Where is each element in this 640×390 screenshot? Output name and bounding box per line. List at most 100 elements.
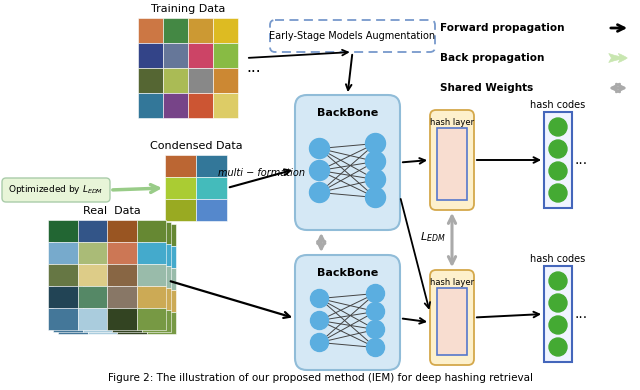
Bar (163, 68, 188, 93)
FancyBboxPatch shape (295, 95, 400, 230)
Bar (58, 224, 88, 246)
Bar (117, 290, 147, 312)
Circle shape (310, 333, 328, 351)
Bar (88, 268, 117, 290)
Bar (83, 288, 112, 310)
Bar (188, 18, 213, 43)
Text: Back propagation: Back propagation (440, 53, 545, 63)
Bar (136, 286, 166, 308)
Circle shape (365, 151, 385, 172)
Circle shape (310, 289, 328, 307)
Circle shape (549, 184, 567, 202)
Bar (213, 18, 238, 43)
Bar (77, 264, 107, 286)
Text: BackBone: BackBone (317, 268, 378, 278)
Bar (53, 288, 83, 310)
Bar (163, 43, 188, 68)
Circle shape (549, 162, 567, 180)
Bar (196, 199, 227, 221)
Bar (163, 18, 188, 43)
Bar (117, 246, 147, 268)
Text: hash layer: hash layer (430, 118, 474, 127)
Bar (213, 43, 238, 68)
Bar (147, 268, 176, 290)
Bar (48, 264, 77, 286)
Text: Early-Stage Models Augmentation: Early-Stage Models Augmentation (269, 31, 436, 41)
Bar (141, 266, 171, 288)
Bar (58, 268, 88, 290)
FancyBboxPatch shape (2, 178, 110, 202)
Text: Condensed Data: Condensed Data (150, 141, 243, 151)
Text: multi − formation: multi − formation (218, 168, 305, 178)
Circle shape (310, 161, 330, 181)
Bar (437, 128, 467, 200)
Circle shape (365, 188, 385, 207)
Bar (117, 268, 147, 290)
Circle shape (549, 338, 567, 356)
Bar (147, 290, 176, 312)
Bar (58, 312, 88, 334)
Bar (77, 220, 107, 242)
Circle shape (367, 284, 385, 303)
Bar (117, 312, 147, 334)
Bar (107, 264, 136, 286)
Text: ...: ... (246, 60, 260, 76)
Bar (53, 266, 83, 288)
Bar (213, 68, 238, 93)
Bar (83, 310, 112, 332)
Bar (112, 310, 141, 332)
Bar (165, 177, 196, 199)
Bar (163, 93, 188, 118)
Bar (188, 43, 213, 68)
Bar (117, 224, 147, 246)
Circle shape (365, 170, 385, 190)
Bar (136, 264, 166, 286)
Bar (88, 312, 117, 334)
Bar (437, 288, 467, 355)
Circle shape (549, 294, 567, 312)
Text: Shared Weights: Shared Weights (440, 83, 533, 93)
Bar (83, 222, 112, 244)
Circle shape (365, 133, 385, 154)
Bar (48, 242, 77, 264)
Bar (48, 286, 77, 308)
Circle shape (310, 138, 330, 158)
Text: Optimizeded by $L_{EDM}$: Optimizeded by $L_{EDM}$ (8, 184, 104, 197)
Bar (83, 266, 112, 288)
Bar (112, 266, 141, 288)
Bar (83, 244, 112, 266)
Circle shape (367, 321, 385, 339)
Bar (136, 242, 166, 264)
Circle shape (549, 316, 567, 334)
Bar (188, 68, 213, 93)
Bar (136, 308, 166, 330)
Bar (53, 244, 83, 266)
Circle shape (310, 183, 330, 202)
Bar (48, 308, 77, 330)
Bar (147, 224, 176, 246)
Bar (544, 112, 572, 208)
Text: hash codes: hash codes (531, 254, 586, 264)
Bar (107, 308, 136, 330)
Bar (544, 266, 572, 362)
Bar (147, 246, 176, 268)
Circle shape (549, 118, 567, 136)
Circle shape (549, 272, 567, 290)
Bar (77, 308, 107, 330)
Bar (48, 220, 77, 242)
Bar (58, 246, 88, 268)
Bar (138, 18, 163, 43)
Text: ...: ... (574, 153, 587, 167)
FancyBboxPatch shape (430, 270, 474, 365)
Circle shape (367, 303, 385, 321)
Bar (107, 286, 136, 308)
Bar (138, 93, 163, 118)
Circle shape (549, 140, 567, 158)
Text: hash codes: hash codes (531, 100, 586, 110)
Text: Figure 2: The illustration of our proposed method (IEM) for deep hashing retriev: Figure 2: The illustration of our propos… (108, 373, 532, 383)
Text: Forward propagation: Forward propagation (440, 23, 564, 33)
Bar (112, 288, 141, 310)
Bar (165, 199, 196, 221)
Bar (107, 242, 136, 264)
Bar (138, 43, 163, 68)
